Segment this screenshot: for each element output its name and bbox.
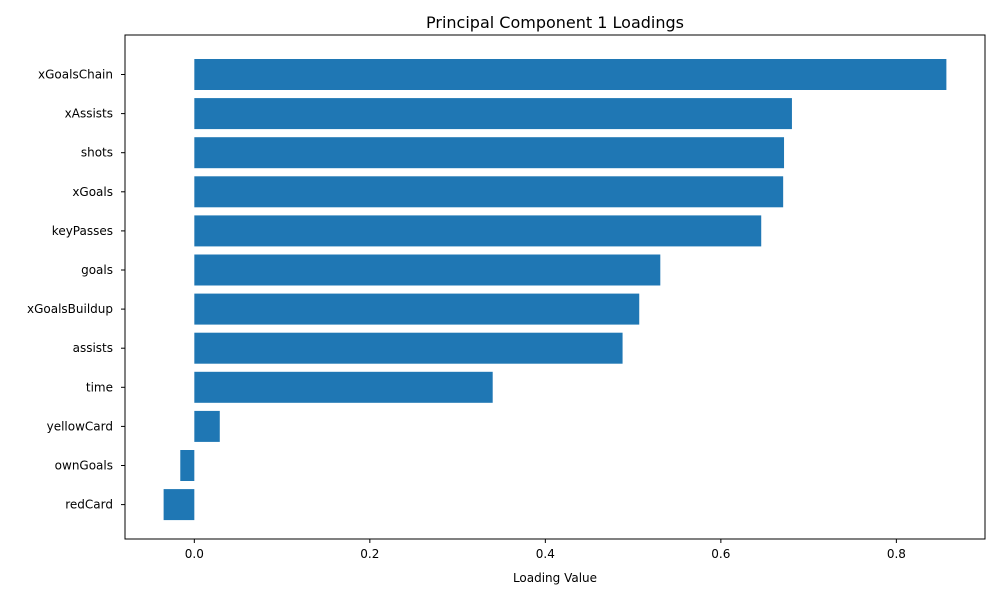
x-tick-label: 0.2 bbox=[360, 547, 379, 561]
x-tick-label: 0.8 bbox=[887, 547, 906, 561]
y-tick-label: assists bbox=[73, 341, 113, 355]
bars-group bbox=[163, 59, 947, 521]
x-axis-label: Loading Value bbox=[513, 571, 597, 585]
x-tick-label: 0.6 bbox=[711, 547, 730, 561]
y-tick-label: keyPasses bbox=[52, 224, 113, 238]
x-tick-label: 0.4 bbox=[536, 547, 555, 561]
y-tick-label: time bbox=[86, 380, 113, 394]
bar-xAssists bbox=[194, 98, 792, 130]
bar-shots bbox=[194, 137, 785, 169]
y-tick-label: redCard bbox=[65, 498, 113, 512]
bar-time bbox=[194, 371, 493, 403]
y-tick-label: goals bbox=[81, 263, 113, 277]
bar-goals bbox=[194, 254, 661, 286]
chart-title: Principal Component 1 Loadings bbox=[426, 13, 684, 32]
bar-xGoals bbox=[194, 176, 784, 208]
bar-assists bbox=[194, 332, 623, 364]
y-tick-label: xGoalsChain bbox=[38, 68, 113, 82]
y-tick-label: yellowCard bbox=[47, 419, 113, 433]
bar-xGoalsChain bbox=[194, 59, 947, 90]
y-tick-label: ownGoals bbox=[55, 459, 113, 473]
plot-frame bbox=[124, 34, 986, 540]
bar-keyPasses bbox=[194, 215, 762, 247]
bar-ownGoals bbox=[180, 450, 195, 481]
bar-yellowCard bbox=[194, 410, 220, 442]
y-tick-label: xAssists bbox=[65, 107, 113, 121]
bar-redCard bbox=[163, 489, 195, 521]
x-tick-label: 0.0 bbox=[185, 547, 204, 561]
y-tick-label: xGoalsBuildup bbox=[27, 302, 113, 316]
y-axis-ticks: xGoalsChain xAssists shots xGoals keyPasses g… bbox=[27, 68, 125, 512]
x-axis-ticks: 0.0 0.2 0.4 0.6 0.8 bbox=[185, 539, 906, 561]
bar-xGoalsBuildup bbox=[194, 293, 640, 325]
y-tick-label: shots bbox=[81, 146, 113, 160]
y-tick-label: xGoals bbox=[72, 185, 113, 199]
